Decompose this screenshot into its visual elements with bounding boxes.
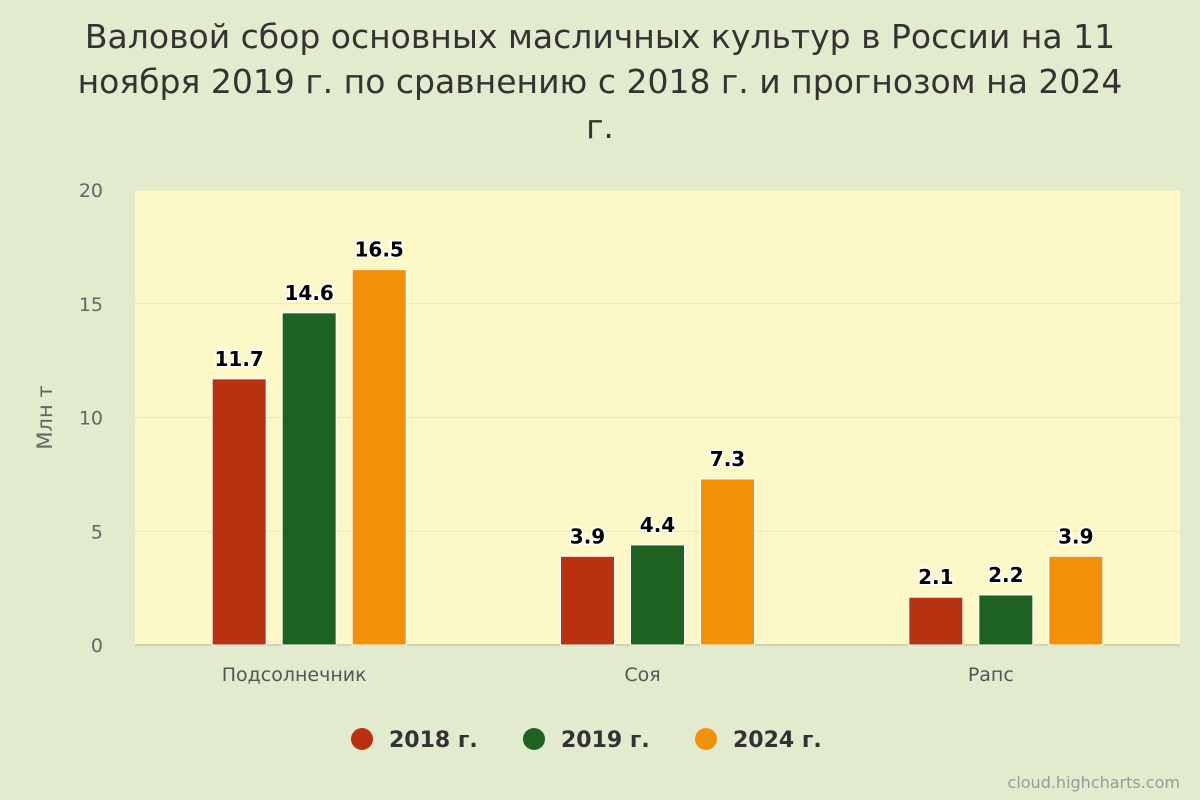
- bar[interactable]: [908, 596, 964, 646]
- bar[interactable]: [978, 594, 1034, 646]
- legend-item[interactable]: 2018 г.: [351, 728, 478, 753]
- y-axis: 0 5 10 15 20: [79, 180, 103, 657]
- legend-label: 2019 г.: [561, 728, 650, 753]
- data-label: 11.7: [214, 347, 263, 371]
- bars: [211, 269, 1104, 646]
- legend-marker: [523, 728, 545, 750]
- y-tick-label: 0: [91, 635, 103, 657]
- data-label: 2.1: [918, 565, 953, 589]
- data-label: 3.9: [570, 524, 605, 548]
- x-tick-label: Рапс: [968, 664, 1014, 686]
- legend-item[interactable]: 2024 г.: [695, 728, 822, 753]
- bar[interactable]: [211, 378, 267, 646]
- legend-marker: [695, 728, 717, 750]
- data-label: 7.3: [710, 447, 745, 471]
- bar[interactable]: [281, 312, 337, 646]
- data-label: 4.4: [640, 513, 675, 537]
- y-tick-label: 20: [79, 180, 103, 202]
- x-tick-label: Соя: [624, 664, 660, 686]
- data-label: 16.5: [354, 238, 403, 262]
- x-tick-label: Подсолнечник: [222, 664, 367, 686]
- credit-link[interactable]: cloud.highcharts.com: [1007, 773, 1180, 792]
- legend-marker: [351, 728, 373, 750]
- y-axis-title: Млн т: [33, 385, 57, 449]
- data-labels: 11.7 14.6 16.5 3.9 4.4 7.3 2.1 2.2 3.9: [213, 236, 1095, 591]
- bar[interactable]: [351, 269, 407, 646]
- legend-label: 2018 г.: [389, 728, 478, 753]
- bar[interactable]: [700, 478, 755, 646]
- data-label: 14.6: [284, 281, 333, 305]
- y-tick-label: 15: [79, 294, 103, 316]
- data-label: 2.2: [988, 563, 1023, 587]
- y-tick-label: 5: [91, 521, 103, 543]
- legend-label: 2024 г.: [733, 728, 822, 753]
- chart-title: Валовой сбор основных масличных культур …: [77, 17, 1123, 146]
- legend-item[interactable]: 2019 г.: [523, 728, 650, 753]
- legend[interactable]: 2018 г. 2019 г. 2024 г.: [351, 728, 822, 753]
- bar[interactable]: [630, 544, 685, 646]
- data-label: 3.9: [1058, 524, 1093, 548]
- bar[interactable]: [560, 555, 615, 646]
- bar[interactable]: [1048, 555, 1104, 646]
- x-axis: Подсолнечник Соя Рапс: [222, 664, 1014, 686]
- y-tick-label: 10: [79, 408, 103, 430]
